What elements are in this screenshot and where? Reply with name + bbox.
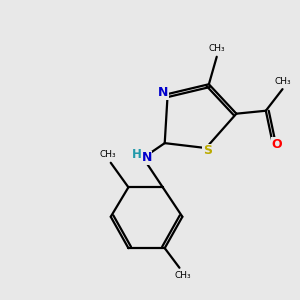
Text: CH₃: CH₃ xyxy=(274,77,291,86)
Text: N: N xyxy=(158,86,168,99)
Text: N: N xyxy=(142,152,152,164)
Text: S: S xyxy=(203,145,212,158)
Text: CH₃: CH₃ xyxy=(100,150,116,159)
Text: CH₃: CH₃ xyxy=(208,44,225,53)
Text: O: O xyxy=(272,138,282,151)
Text: CH₃: CH₃ xyxy=(174,271,191,280)
Text: H: H xyxy=(132,148,142,161)
